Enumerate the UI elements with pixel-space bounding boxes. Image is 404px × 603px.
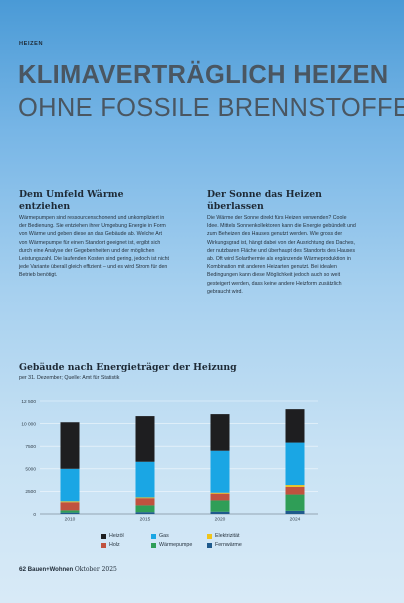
- page-footer: 62 Bauen+Wohnen Oktober 2025: [19, 566, 117, 573]
- column-heading: Dem Umfeld Wärme entziehen: [19, 189, 124, 212]
- bar-segment: [210, 493, 230, 501]
- article-column-right: Der Sonne das Heizen überlassen Die Wärm…: [207, 189, 359, 296]
- bar-segment: [210, 414, 230, 451]
- bar-segment: [210, 511, 230, 514]
- x-tick-label: 2015: [140, 517, 151, 523]
- bar-segment: [135, 416, 155, 462]
- bar-segment: [135, 498, 155, 506]
- chart-legend: Heizöl Gas Elektrizität Holz Wärmepumpe Fernw…: [101, 533, 261, 548]
- bar-segment: [285, 494, 305, 511]
- y-tick-label: 0: [33, 512, 36, 518]
- bar-segment: [210, 500, 230, 512]
- magazine-name: Bauen+Wohnen: [27, 567, 74, 573]
- legend-label: Holz: [109, 542, 120, 548]
- y-tick-label: 12 500: [21, 399, 36, 405]
- bar-segment: [135, 505, 155, 513]
- legend-swatch: [207, 533, 212, 539]
- issue-date: Oktober 2025: [74, 566, 117, 573]
- bar-segment: [135, 497, 155, 499]
- column-text: Wärmepumpen sind ressourcenschonend und …: [19, 215, 170, 279]
- column-heading: Der Sonne das Heizen überlassen: [207, 189, 322, 212]
- headline-line-2: OHNE FOSSILE BRENNSTOFFE: [18, 94, 404, 122]
- legend-swatch: [101, 542, 106, 548]
- bar-segment: [285, 510, 305, 514]
- legend-item: Heizöl: [101, 533, 151, 539]
- x-tick-label: 2020: [215, 517, 226, 523]
- bar-segment: [285, 442, 305, 486]
- article-column-left: Dem Umfeld Wärme entziehen Wärmepumpen s…: [19, 189, 171, 280]
- headline-line-1: KLIMAVERTRÄGLICH HEIZEN: [18, 61, 389, 89]
- chart-title: Gebäude nach Energieträger der Heizung: [19, 362, 237, 373]
- legend-swatch: [101, 533, 106, 539]
- legend-swatch: [151, 533, 156, 539]
- legend-label: Wärmepumpe: [159, 542, 193, 548]
- bar-segment: [60, 501, 80, 503]
- bar-segment: [60, 512, 80, 514]
- bar-segment: [285, 485, 305, 487]
- x-tick-label: 2024: [290, 517, 301, 523]
- bar-segment: [60, 422, 80, 469]
- legend-label: Heizöl: [109, 533, 124, 539]
- bar-segment: [60, 502, 80, 511]
- bar-segment: [60, 510, 80, 513]
- stacked-bar-chart: 12 500 10 000 7500 5000 2500 0 2010 2015 2020 202…: [21, 399, 318, 523]
- legend-item: Wärmepumpe: [151, 542, 207, 548]
- bar-segment: [285, 486, 305, 495]
- y-tick-label: 7500: [25, 444, 36, 450]
- x-tick-label: 2010: [65, 517, 76, 523]
- legend-swatch: [151, 542, 156, 548]
- page-number: 62: [19, 566, 27, 573]
- chart-subtitle: per 31. Dezember; Quelle: Amt für Statis…: [19, 375, 120, 381]
- bar-segment: [135, 461, 155, 498]
- bar-segment: [210, 450, 230, 493]
- bar-segment: [60, 468, 80, 502]
- bar-segment: [210, 492, 230, 494]
- legend-swatch: [207, 542, 212, 548]
- y-tick-label: 2500: [25, 489, 36, 495]
- legend-item: Holz: [101, 542, 151, 548]
- legend-item: Fernwärme: [207, 542, 261, 548]
- bar-segment: [135, 512, 155, 514]
- bar-segment: [285, 409, 305, 443]
- legend-label: Elektrizität: [215, 533, 240, 539]
- legend-item: Gas: [151, 533, 207, 539]
- legend-label: Fernwärme: [215, 542, 242, 548]
- legend-item: Elektrizität: [207, 533, 261, 539]
- section-kicker: HEIZEN: [19, 41, 44, 47]
- legend-label: Gas: [159, 533, 169, 539]
- column-text: Die Wärme der Sonne direkt fürs Heizen v…: [207, 215, 356, 295]
- y-tick-label: 5000: [25, 467, 36, 473]
- y-tick-label: 10 000: [21, 421, 36, 427]
